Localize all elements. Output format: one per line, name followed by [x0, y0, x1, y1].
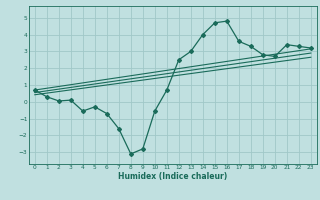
- X-axis label: Humidex (Indice chaleur): Humidex (Indice chaleur): [118, 172, 228, 181]
